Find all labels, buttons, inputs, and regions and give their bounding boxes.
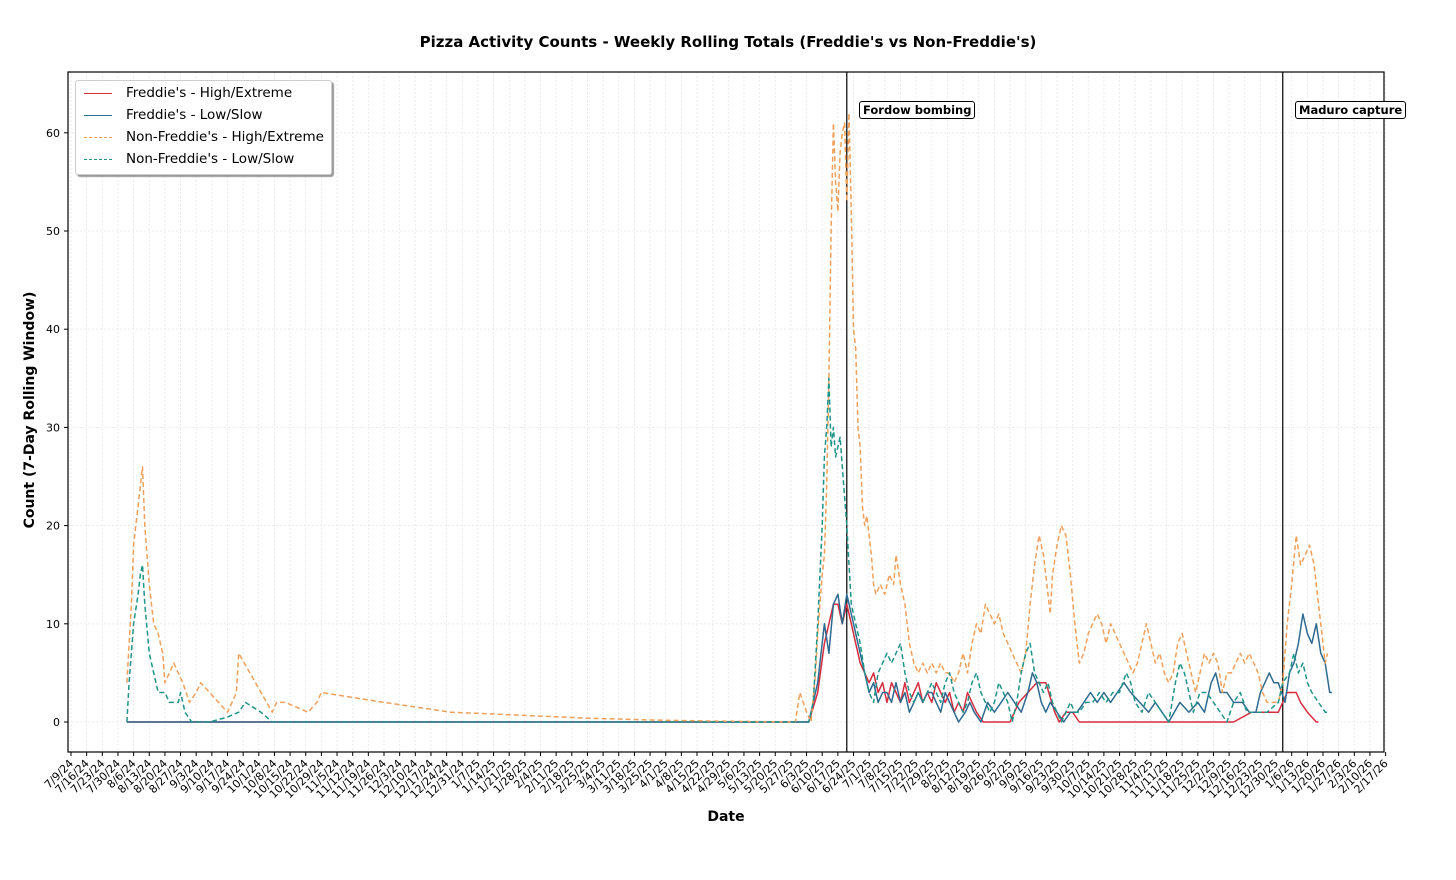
annotation-fordow: Fordow bombing [859, 101, 976, 119]
series-line [126, 112, 1329, 723]
svg-text:60: 60 [46, 127, 60, 140]
legend-label: Freddie's - High/Extreme [126, 85, 293, 101]
legend: Freddie's - High/Extreme Freddie's - Low… [75, 80, 332, 175]
legend-dashed-line-icon [84, 158, 112, 160]
svg-text:10: 10 [46, 618, 60, 631]
svg-text:20: 20 [46, 520, 60, 533]
legend-label: Freddie's - Low/Slow [126, 107, 263, 123]
svg-text:50: 50 [46, 225, 60, 238]
legend-line-icon [84, 114, 112, 116]
svg-text:30: 30 [46, 421, 60, 434]
y-axis-ticks: 0 10 20 30 40 50 60 [46, 127, 68, 729]
legend-label: Non-Freddie's - Low/Slow [126, 151, 295, 167]
legend-dashed-line-icon [84, 136, 112, 138]
data-lines [126, 112, 1332, 723]
series-line [126, 377, 1328, 723]
plot-frame [67, 71, 1385, 753]
legend-line-icon [84, 92, 112, 94]
event-lines [846, 72, 1284, 752]
svg-text:0: 0 [53, 716, 60, 729]
annotation-maduro: Maduro capture [1295, 101, 1407, 119]
legend-item: Freddie's - High/Extreme [84, 83, 292, 103]
x-axis-ticks: 7/9/247/16/247/23/247/30/248/6/248/13/24… [42, 752, 1391, 801]
legend-label: Non-Freddie's - High/Extreme [126, 129, 324, 145]
svg-text:40: 40 [46, 323, 60, 336]
legend-item: Non-Freddie's - High/Extreme [84, 127, 324, 147]
chart-title: Pizza Activity Counts - Weekly Rolling T… [419, 33, 1037, 51]
x-axis-label: Date [707, 809, 745, 825]
series-line [126, 603, 1319, 723]
legend-item: Non-Freddie's - Low/Slow [84, 149, 294, 169]
series-line [126, 593, 1332, 723]
legend-item: Freddie's - Low/Slow [84, 105, 263, 125]
